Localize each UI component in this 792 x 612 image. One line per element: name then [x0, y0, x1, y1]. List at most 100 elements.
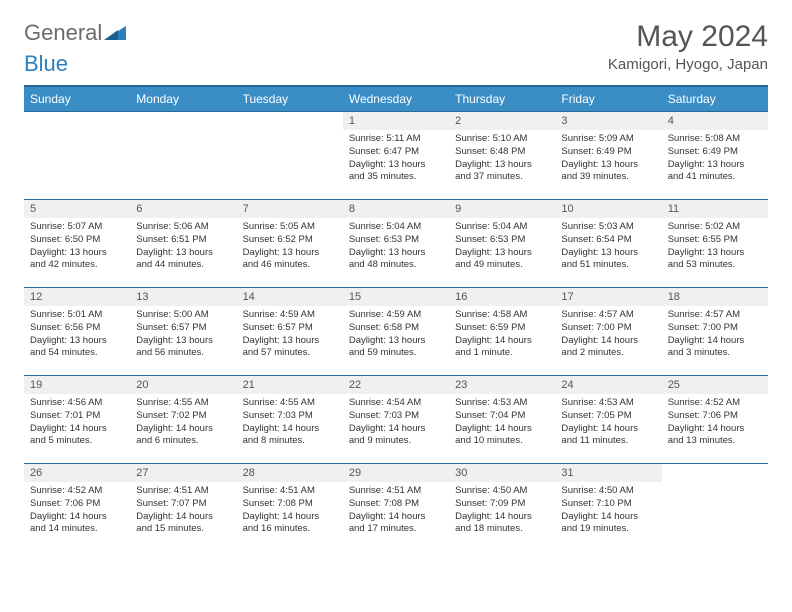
calendar-cell: [237, 112, 343, 200]
sunrise-line: Sunrise: 4:53 AM: [455, 397, 549, 410]
calendar-cell: 9Sunrise: 5:04 AMSunset: 6:53 PMDaylight…: [449, 200, 555, 288]
calendar-cell: 29Sunrise: 4:51 AMSunset: 7:08 PMDayligh…: [343, 464, 449, 552]
sunrise-line: Sunrise: 5:08 AM: [668, 133, 762, 146]
calendar-cell: 4Sunrise: 5:08 AMSunset: 6:49 PMDaylight…: [662, 112, 768, 200]
day-number: [237, 112, 343, 130]
calendar-table: SundayMondayTuesdayWednesdayThursdayFrid…: [24, 85, 768, 552]
daylight-line: Daylight: 14 hours and 6 minutes.: [136, 423, 230, 449]
sunset-line: Sunset: 7:08 PM: [349, 498, 443, 511]
day-header: Sunday: [24, 86, 130, 112]
sunset-line: Sunset: 6:53 PM: [349, 234, 443, 247]
calendar-cell: 8Sunrise: 5:04 AMSunset: 6:53 PMDaylight…: [343, 200, 449, 288]
day-number: 6: [130, 200, 236, 218]
sunset-line: Sunset: 6:48 PM: [455, 146, 549, 159]
sunset-line: Sunset: 7:07 PM: [136, 498, 230, 511]
day-number: 5: [24, 200, 130, 218]
calendar-cell: 21Sunrise: 4:55 AMSunset: 7:03 PMDayligh…: [237, 376, 343, 464]
day-detail: Sunrise: 4:50 AMSunset: 7:10 PMDaylight:…: [555, 482, 661, 540]
sunrise-line: Sunrise: 4:59 AM: [349, 309, 443, 322]
sunrise-line: Sunrise: 5:01 AM: [30, 309, 124, 322]
sunset-line: Sunset: 6:47 PM: [349, 146, 443, 159]
sunset-line: Sunset: 7:03 PM: [243, 410, 337, 423]
sunrise-line: Sunrise: 4:50 AM: [561, 485, 655, 498]
day-header: Saturday: [662, 86, 768, 112]
sunset-line: Sunset: 6:50 PM: [30, 234, 124, 247]
day-number: 15: [343, 288, 449, 306]
sunrise-line: Sunrise: 4:52 AM: [30, 485, 124, 498]
calendar-cell: 10Sunrise: 5:03 AMSunset: 6:54 PMDayligh…: [555, 200, 661, 288]
day-detail: Sunrise: 4:57 AMSunset: 7:00 PMDaylight:…: [555, 306, 661, 364]
calendar-body: 1Sunrise: 5:11 AMSunset: 6:47 PMDaylight…: [24, 112, 768, 552]
calendar-cell: 27Sunrise: 4:51 AMSunset: 7:07 PMDayligh…: [130, 464, 236, 552]
calendar-cell: 23Sunrise: 4:53 AMSunset: 7:04 PMDayligh…: [449, 376, 555, 464]
daylight-line: Daylight: 13 hours and 39 minutes.: [561, 159, 655, 185]
day-detail: Sunrise: 5:04 AMSunset: 6:53 PMDaylight:…: [449, 218, 555, 276]
daylight-line: Daylight: 13 hours and 35 minutes.: [349, 159, 443, 185]
sunset-line: Sunset: 6:49 PM: [561, 146, 655, 159]
sunrise-line: Sunrise: 5:05 AM: [243, 221, 337, 234]
daylight-line: Daylight: 14 hours and 10 minutes.: [455, 423, 549, 449]
calendar-cell: 5 Sunrise: 5:07 AMSunset: 6:50 PMDaylight…: [24, 200, 130, 288]
day-number: 20: [130, 376, 236, 394]
sunrise-line: Sunrise: 5:04 AM: [455, 221, 549, 234]
day-number: 23: [449, 376, 555, 394]
calendar-cell: 13Sunrise: 5:00 AMSunset: 6:57 PMDayligh…: [130, 288, 236, 376]
calendar-week-row: 12Sunrise: 5:01 AMSunset: 6:56 PMDayligh…: [24, 288, 768, 376]
daylight-line: Daylight: 14 hours and 15 minutes.: [136, 511, 230, 537]
daylight-line: Daylight: 13 hours and 54 minutes.: [30, 335, 124, 361]
daylight-line: Daylight: 13 hours and 41 minutes.: [668, 159, 762, 185]
day-header: Tuesday: [237, 86, 343, 112]
day-number: 18: [662, 288, 768, 306]
sunset-line: Sunset: 7:00 PM: [668, 322, 762, 335]
sunrise-line: Sunrise: 5:07 AM: [30, 221, 124, 234]
daylight-line: Daylight: 13 hours and 59 minutes.: [349, 335, 443, 361]
calendar-cell: 2Sunrise: 5:10 AMSunset: 6:48 PMDaylight…: [449, 112, 555, 200]
calendar-cell: 12Sunrise: 5:01 AMSunset: 6:56 PMDayligh…: [24, 288, 130, 376]
calendar-cell: 24Sunrise: 4:53 AMSunset: 7:05 PMDayligh…: [555, 376, 661, 464]
daylight-line: Daylight: 14 hours and 11 minutes.: [561, 423, 655, 449]
day-number: 26: [24, 464, 130, 482]
logo: General: [24, 20, 126, 46]
day-number: [130, 112, 236, 130]
day-number: 3: [555, 112, 661, 130]
calendar-cell: [130, 112, 236, 200]
day-number: 25: [662, 376, 768, 394]
daylight-line: Daylight: 14 hours and 9 minutes.: [349, 423, 443, 449]
sunrise-line: Sunrise: 4:59 AM: [243, 309, 337, 322]
daylight-line: Daylight: 14 hours and 2 minutes.: [561, 335, 655, 361]
day-number: 10: [555, 200, 661, 218]
sunrise-line: Sunrise: 4:50 AM: [455, 485, 549, 498]
sunrise-line: Sunrise: 4:53 AM: [561, 397, 655, 410]
day-number: 22: [343, 376, 449, 394]
calendar-cell: 7Sunrise: 5:05 AMSunset: 6:52 PMDaylight…: [237, 200, 343, 288]
sunset-line: Sunset: 7:01 PM: [30, 410, 124, 423]
day-header-row: SundayMondayTuesdayWednesdayThursdayFrid…: [24, 86, 768, 112]
sunset-line: Sunset: 7:00 PM: [561, 322, 655, 335]
daylight-line: Daylight: 13 hours and 37 minutes.: [455, 159, 549, 185]
day-number: 21: [237, 376, 343, 394]
calendar-cell: 3Sunrise: 5:09 AMSunset: 6:49 PMDaylight…: [555, 112, 661, 200]
daylight-line: Daylight: 13 hours and 56 minutes.: [136, 335, 230, 361]
daylight-line: Daylight: 14 hours and 1 minute.: [455, 335, 549, 361]
day-detail: Sunrise: 4:51 AMSunset: 7:08 PMDaylight:…: [237, 482, 343, 540]
sunset-line: Sunset: 6:59 PM: [455, 322, 549, 335]
day-detail: Sunrise: 4:53 AMSunset: 7:05 PMDaylight:…: [555, 394, 661, 452]
daylight-line: Daylight: 13 hours and 57 minutes.: [243, 335, 337, 361]
sunrise-line: Sunrise: 4:55 AM: [136, 397, 230, 410]
sunset-line: Sunset: 7:08 PM: [243, 498, 337, 511]
day-detail: Sunrise: 5:05 AMSunset: 6:52 PMDaylight:…: [237, 218, 343, 276]
day-detail: Sunrise: 5:08 AMSunset: 6:49 PMDaylight:…: [662, 130, 768, 188]
calendar-cell: [24, 112, 130, 200]
day-detail: Sunrise: 4:50 AMSunset: 7:09 PMDaylight:…: [449, 482, 555, 540]
sunset-line: Sunset: 6:49 PM: [668, 146, 762, 159]
day-detail: Sunrise: 4:54 AMSunset: 7:03 PMDaylight:…: [343, 394, 449, 452]
daylight-line: Daylight: 13 hours and 42 minutes.: [30, 247, 124, 273]
day-number: 31: [555, 464, 661, 482]
month-title: May 2024: [608, 20, 768, 54]
calendar-week-row: 26Sunrise: 4:52 AMSunset: 7:06 PMDayligh…: [24, 464, 768, 552]
sunset-line: Sunset: 7:02 PM: [136, 410, 230, 423]
day-number: 1: [343, 112, 449, 130]
day-header: Friday: [555, 86, 661, 112]
daylight-line: Daylight: 13 hours and 46 minutes.: [243, 247, 337, 273]
day-number: 4: [662, 112, 768, 130]
